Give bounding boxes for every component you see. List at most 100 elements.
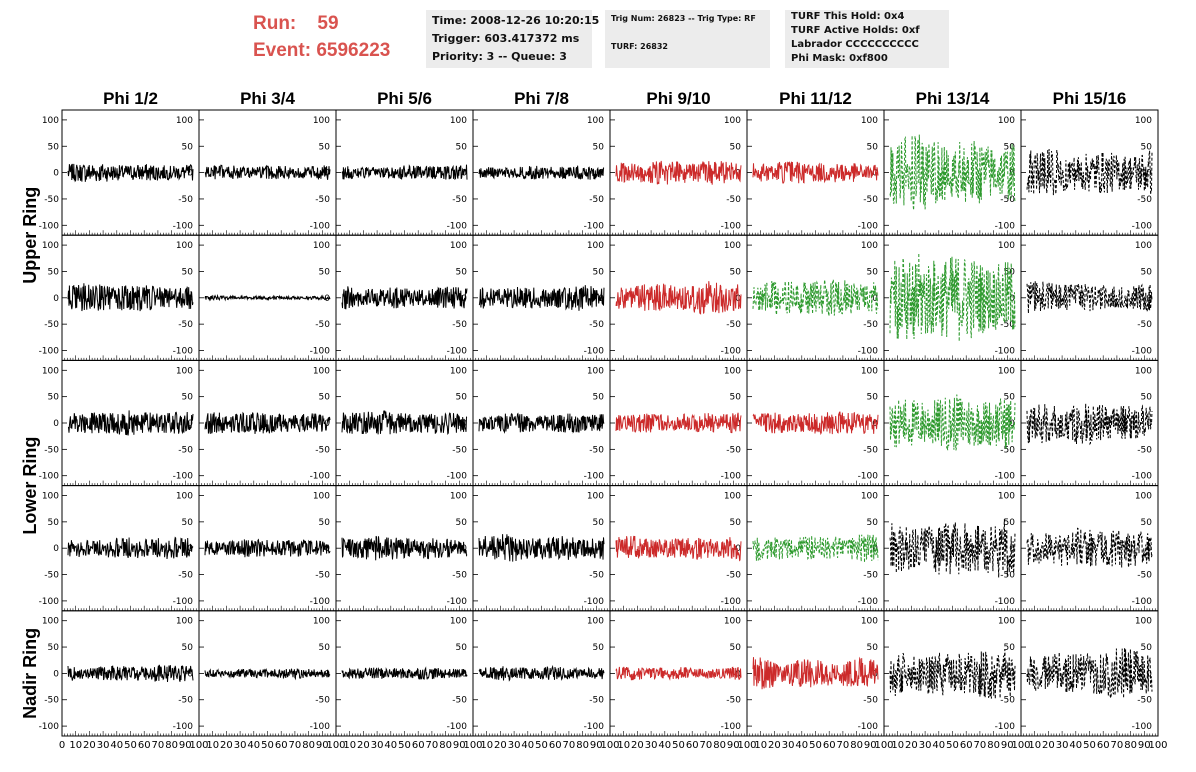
y-tick-label: 0 [1146, 419, 1152, 429]
column-header: Phi 1/2 [103, 89, 158, 108]
y-tick-label-left: 100 [42, 366, 59, 376]
x-tick-label: 90 [179, 740, 192, 751]
y-tick-label-left: 100 [42, 617, 59, 627]
y-tick-label: 0 [187, 419, 193, 429]
y-tick-label: 50 [182, 518, 194, 528]
turf-this-hold-text: TURF This Hold: 0x4 [791, 11, 905, 22]
column-header: Phi 13/14 [916, 89, 990, 108]
x-tick-label: 30 [919, 740, 932, 751]
y-tick-label: 100 [998, 492, 1015, 502]
y-tick-label: -50 [178, 696, 193, 706]
turf-text: TURF: 26832 [611, 42, 668, 51]
y-tick-label: -100 [447, 221, 468, 231]
waveform-trace [67, 664, 194, 683]
waveform-trace [204, 293, 331, 302]
x-tick-label: 60 [275, 740, 288, 751]
y-tick-label: -50 [863, 320, 878, 330]
y-tick-label: -50 [726, 696, 741, 706]
y-tick-label: 100 [176, 366, 193, 376]
x-tick-label: 50 [535, 740, 548, 751]
y-tick-label: -50 [1000, 195, 1015, 205]
y-tick-label: -50 [452, 571, 467, 581]
y-tick-label: -50 [315, 696, 330, 706]
y-tick-label: 50 [1141, 142, 1153, 152]
y-tick-label: 100 [998, 241, 1015, 251]
labrador-text: Labrador CCCCCCCCCC [791, 39, 919, 50]
y-tick-label: 0 [1146, 669, 1152, 679]
y-tick-label: -50 [315, 195, 330, 205]
y-tick-label: 100 [724, 617, 741, 627]
y-tick-label: 100 [724, 116, 741, 126]
x-tick-label: 30 [97, 740, 110, 751]
y-tick-label: 100 [313, 241, 330, 251]
waveform-trace [204, 164, 331, 180]
x-tick-label: 70 [426, 740, 439, 751]
x-tick-label: 40 [1069, 740, 1082, 751]
waveform-trace [1026, 281, 1153, 314]
y-tick-label-left: 100 [42, 116, 59, 126]
x-tick-label: 10 [1028, 740, 1041, 751]
waveform-trace [615, 412, 742, 434]
y-tick-label: 50 [730, 643, 742, 653]
y-tick-label: -50 [726, 445, 741, 455]
y-tick-label: 50 [730, 142, 742, 152]
waveform-trace [204, 667, 331, 681]
x-tick-label: 80 [165, 740, 178, 751]
x-tick-label: 90 [727, 740, 740, 751]
ring-label: Lower Ring [20, 437, 40, 535]
y-tick-label: -50 [452, 195, 467, 205]
y-tick-label: 100 [1135, 617, 1152, 627]
waveform-trace [889, 252, 1016, 342]
y-tick-label: -100 [995, 221, 1016, 231]
column-header: Phi 15/16 [1053, 89, 1127, 108]
y-tick-label: 50 [1141, 518, 1153, 528]
y-tick-label: -100 [721, 722, 742, 732]
x-tick-label: 80 [713, 740, 726, 751]
y-tick-label: -100 [858, 722, 879, 732]
x-tick-label: 40 [384, 740, 397, 751]
waveform-trace [478, 285, 605, 311]
y-tick-label: 50 [867, 142, 879, 152]
x-tick-label: 50 [261, 740, 274, 751]
ring-label: Upper Ring [20, 187, 40, 284]
y-tick-label: 50 [1141, 393, 1153, 403]
y-tick-label: -100 [173, 346, 194, 356]
waveform-trace [478, 664, 605, 682]
x-tick-label: 100 [189, 740, 208, 751]
y-tick-label: 0 [735, 169, 741, 179]
trig-num-text: Trig Num: 26823 -- Trig Type: RF [611, 14, 756, 23]
y-tick-label: 50 [867, 393, 879, 403]
y-tick-label: -50 [1137, 445, 1152, 455]
trigger-info-box: Trig Num: 26823 -- Trig Type: RF TURF: 2… [605, 10, 770, 68]
x-tick-label: 20 [220, 740, 233, 751]
waveform-trace [615, 281, 742, 315]
y-tick-label: -100 [310, 472, 331, 482]
x-tick-label: 30 [782, 740, 795, 751]
y-tick-label: -100 [1132, 346, 1153, 356]
y-tick-label: 100 [724, 241, 741, 251]
trigger-text: Trigger: 603.417372 ms [432, 32, 580, 45]
y-tick-label: 100 [861, 241, 878, 251]
x-tick-label: 30 [234, 740, 247, 751]
y-tick-label: 100 [724, 492, 741, 502]
y-tick-label: -50 [452, 445, 467, 455]
x-tick-label: 20 [83, 740, 96, 751]
y-tick-label: 50 [182, 267, 194, 277]
y-tick-label: 100 [450, 492, 467, 502]
x-tick-label: 10 [69, 740, 82, 751]
y-tick-label: 50 [456, 518, 468, 528]
y-tick-label: 50 [182, 393, 194, 403]
waveform-trace [889, 134, 1016, 211]
y-tick-label: -100 [584, 221, 605, 231]
x-tick-label: 100 [1148, 740, 1167, 751]
x-tick-label: 60 [823, 740, 836, 751]
y-tick-label: -50 [863, 696, 878, 706]
y-tick-label-left: -100 [39, 346, 60, 356]
run-value: 59 [317, 13, 339, 34]
y-tick-label: 100 [450, 617, 467, 627]
y-tick-label: 100 [450, 116, 467, 126]
y-tick-label: 100 [176, 492, 193, 502]
y-tick-label: -100 [584, 597, 605, 607]
x-tick-label: 90 [316, 740, 329, 751]
